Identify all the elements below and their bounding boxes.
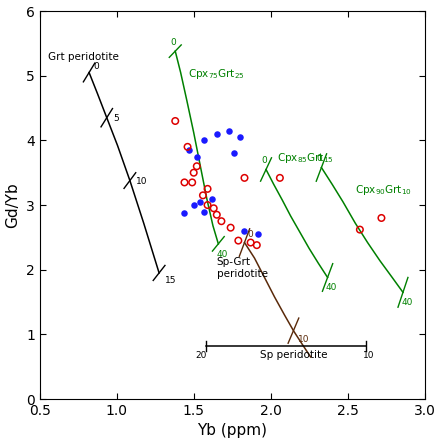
Point	[227, 224, 234, 231]
Point	[213, 131, 220, 138]
Point	[181, 209, 188, 216]
Text: 5: 5	[113, 114, 119, 123]
Y-axis label: Gd/Yb: Gd/Yb	[6, 182, 21, 228]
Point	[181, 179, 188, 186]
Point	[241, 227, 248, 234]
Text: Cpx$_{75}$Grt$_{25}$: Cpx$_{75}$Grt$_{25}$	[187, 67, 244, 81]
Point	[193, 153, 200, 160]
Point	[172, 117, 179, 124]
Point	[236, 134, 243, 141]
Text: 0: 0	[93, 62, 100, 71]
Point	[378, 214, 385, 222]
Point	[201, 137, 208, 144]
Point	[193, 163, 200, 170]
Text: 0: 0	[262, 156, 267, 165]
Point	[189, 179, 196, 186]
Text: 15: 15	[165, 276, 177, 285]
Text: 20: 20	[195, 351, 207, 360]
Text: Sp-Grt
peridotite: Sp-Grt peridotite	[217, 257, 268, 279]
Point	[196, 198, 203, 206]
Point	[199, 192, 206, 199]
Text: Grt peridotite: Grt peridotite	[48, 52, 119, 62]
Point	[190, 169, 197, 176]
Text: 10: 10	[298, 335, 310, 344]
Text: 40: 40	[401, 298, 413, 307]
Point	[184, 143, 191, 151]
Text: 0: 0	[247, 230, 253, 239]
Point	[204, 202, 211, 209]
Text: Cpx$_{85}$Grt$_{15}$: Cpx$_{85}$Grt$_{15}$	[277, 151, 333, 165]
Point	[218, 218, 225, 225]
Point	[209, 195, 216, 202]
Point	[255, 230, 262, 238]
Point	[247, 239, 254, 246]
Point	[186, 147, 193, 154]
Point	[277, 174, 284, 182]
Text: Sp peridotite: Sp peridotite	[260, 349, 327, 360]
Point	[213, 211, 220, 218]
Text: 0: 0	[317, 154, 322, 163]
Point	[204, 185, 211, 192]
Point	[210, 205, 217, 212]
Point	[235, 237, 242, 244]
Text: Cpx$_{90}$Grt$_{10}$: Cpx$_{90}$Grt$_{10}$	[355, 183, 412, 198]
Point	[356, 226, 363, 233]
Point	[190, 202, 197, 209]
Text: 10: 10	[363, 351, 374, 360]
Point	[226, 127, 233, 134]
Point	[241, 174, 248, 182]
Text: 40: 40	[217, 250, 228, 259]
Point	[201, 208, 208, 215]
Text: 0: 0	[171, 38, 176, 47]
Point	[230, 150, 237, 157]
Point	[253, 242, 260, 249]
X-axis label: Yb (ppm): Yb (ppm)	[197, 424, 267, 438]
Text: 40: 40	[326, 283, 337, 293]
Text: 10: 10	[136, 177, 148, 186]
